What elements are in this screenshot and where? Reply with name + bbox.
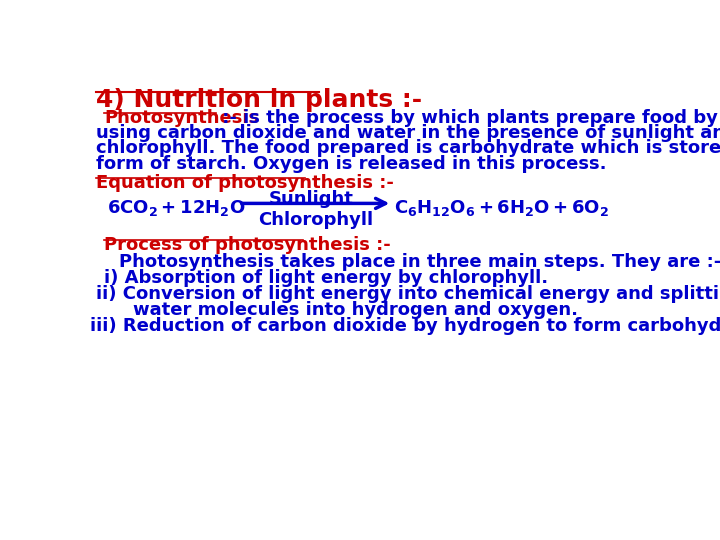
Text: using carbon dioxide and water in the presence of sunlight and: using carbon dioxide and water in the pr… xyxy=(96,124,720,142)
Text: Photosynthesis takes place in three main steps. They are :-: Photosynthesis takes place in three main… xyxy=(120,253,720,271)
Text: i) Absorption of light energy by chlorophyll.: i) Absorption of light energy by chlorop… xyxy=(104,269,548,287)
Text: :- is the process by which plants prepare food by: :- is the process by which plants prepar… xyxy=(216,109,719,127)
Text: Equation of photosynthesis :-: Equation of photosynthesis :- xyxy=(96,174,394,192)
Text: $\mathbf{C_6H_{12}O_6 + 6H_2O + 6O_2}$: $\mathbf{C_6H_{12}O_6 + 6H_2O + 6O_2}$ xyxy=(394,198,608,218)
Text: chlorophyll. The food prepared is carbohydrate which is stored in the: chlorophyll. The food prepared is carboh… xyxy=(96,139,720,158)
Text: form of starch. Oxygen is released in this process.: form of starch. Oxygen is released in th… xyxy=(96,155,607,173)
Text: Photosynthesis: Photosynthesis xyxy=(104,109,259,127)
Text: water molecules into hydrogen and oxygen.: water molecules into hydrogen and oxygen… xyxy=(132,301,577,319)
Text: Process of photosynthesis :-: Process of photosynthesis :- xyxy=(104,236,391,254)
Text: 4) Nutrition in plants :-: 4) Nutrition in plants :- xyxy=(96,88,423,112)
Text: Chlorophyll: Chlorophyll xyxy=(258,211,373,229)
Text: iii) Reduction of carbon dioxide by hydrogen to form carbohydrates.: iii) Reduction of carbon dioxide by hydr… xyxy=(90,318,720,335)
Text: ii) Conversion of light energy into chemical energy and splitting up of: ii) Conversion of light energy into chem… xyxy=(96,285,720,303)
Text: Sunlight: Sunlight xyxy=(269,190,354,207)
Text: $\mathbf{6CO_2 + 12H_2O}$: $\mathbf{6CO_2 + 12H_2O}$ xyxy=(107,198,246,218)
